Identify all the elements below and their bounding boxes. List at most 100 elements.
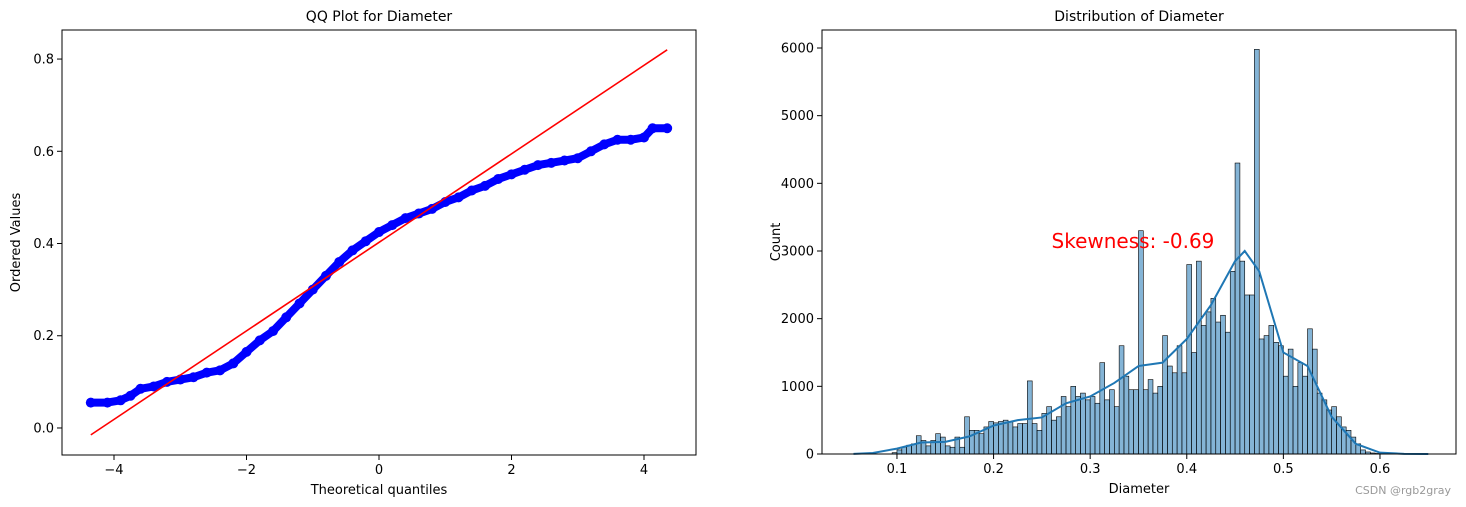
x-axis-label: Diameter bbox=[1109, 482, 1170, 497]
y-tick-label: 5000 bbox=[781, 109, 814, 124]
fit-line bbox=[90, 49, 668, 436]
qq-point bbox=[638, 132, 649, 143]
hist-bar bbox=[959, 446, 965, 455]
qq-point bbox=[125, 390, 136, 401]
qq-point bbox=[135, 383, 146, 394]
y-tick-label: 0.8 bbox=[33, 53, 54, 68]
qq-point bbox=[585, 146, 596, 157]
hist-bar bbox=[1249, 294, 1255, 455]
qq-point bbox=[254, 335, 265, 346]
hist-bar bbox=[1176, 345, 1183, 455]
qq-point bbox=[228, 358, 239, 369]
chart-title: Distribution of Diameter bbox=[1054, 9, 1224, 25]
hist-bar bbox=[1234, 162, 1241, 455]
hist-bar bbox=[1263, 335, 1270, 455]
hist-bar bbox=[1186, 264, 1192, 455]
qq-point bbox=[572, 153, 583, 164]
x-tick-label: 4 bbox=[640, 463, 648, 478]
x-tick-label: 0.1 bbox=[887, 462, 908, 477]
x-tick-label: 2 bbox=[507, 463, 515, 478]
hist-bar bbox=[935, 433, 941, 455]
hist-bar bbox=[1065, 406, 1072, 455]
hist-bar bbox=[1321, 399, 1328, 455]
qq-point bbox=[347, 245, 358, 256]
qq-point bbox=[85, 397, 96, 408]
x-tick-label: −2 bbox=[237, 463, 256, 478]
hist-bar bbox=[1094, 402, 1101, 455]
hist-bar bbox=[1215, 321, 1221, 455]
hist-bar bbox=[1118, 345, 1125, 455]
hist-bar bbox=[1360, 449, 1366, 455]
y-tick-label: 0.4 bbox=[33, 237, 54, 252]
hist-bar bbox=[1152, 392, 1159, 455]
hist-bar bbox=[1022, 423, 1028, 455]
hist-bar bbox=[1302, 375, 1308, 455]
hist-bar bbox=[1181, 372, 1188, 455]
x-tick-label: 0.4 bbox=[1176, 462, 1197, 477]
qq-point bbox=[599, 139, 610, 150]
hist-bar bbox=[1167, 365, 1173, 455]
hist-bar bbox=[1331, 406, 1337, 455]
hist-bar bbox=[1051, 419, 1057, 455]
x-tick-label: −4 bbox=[104, 463, 123, 478]
hist-bar bbox=[1147, 379, 1154, 455]
hist-bar bbox=[978, 433, 985, 455]
qq-point bbox=[493, 173, 504, 184]
qq-point bbox=[281, 312, 292, 323]
chart-title: QQ Plot for Diameter bbox=[306, 9, 453, 25]
qq-point bbox=[201, 367, 212, 378]
kde-line bbox=[853, 249, 1429, 455]
hist-bar bbox=[1041, 413, 1047, 455]
hist-bar bbox=[1273, 342, 1279, 455]
x-tick-label: 0.5 bbox=[1273, 462, 1294, 477]
hist-bar bbox=[1133, 389, 1139, 455]
qq-point bbox=[334, 256, 345, 267]
hist-bar bbox=[1056, 416, 1062, 455]
y-tick-label: 4000 bbox=[781, 177, 814, 192]
hist-bar bbox=[1287, 348, 1294, 455]
hist-bar bbox=[1220, 314, 1226, 455]
qq-point bbox=[625, 134, 636, 145]
hist-bar bbox=[1157, 386, 1163, 455]
hist-bar bbox=[1316, 392, 1323, 455]
hist-bar bbox=[1099, 362, 1105, 455]
y-tick-label: 0.2 bbox=[33, 329, 54, 344]
hist-bar bbox=[1200, 325, 1207, 455]
y-tick-label: 2000 bbox=[781, 312, 814, 327]
qq-point bbox=[115, 395, 126, 406]
x-tick-label: 0.6 bbox=[1370, 462, 1391, 477]
qq-point bbox=[148, 381, 159, 392]
hist-bar bbox=[1191, 352, 1197, 455]
hist-bar bbox=[1012, 426, 1019, 455]
hist-bar bbox=[1036, 430, 1043, 455]
qq-point bbox=[413, 208, 424, 219]
qq-point bbox=[387, 220, 398, 231]
qq-point bbox=[360, 236, 371, 247]
hist-bar bbox=[1205, 311, 1212, 455]
hist-bar bbox=[1210, 298, 1217, 455]
hist-bar bbox=[949, 446, 956, 455]
hist-bar bbox=[1171, 372, 1178, 455]
qq-point bbox=[215, 365, 226, 376]
hist-bar bbox=[1123, 375, 1130, 455]
qq-point bbox=[506, 169, 517, 180]
qq-point bbox=[268, 326, 279, 337]
hist-bar bbox=[1229, 270, 1236, 455]
hist-bar bbox=[915, 435, 922, 455]
hist-bar bbox=[1080, 392, 1086, 455]
qq-point bbox=[612, 134, 623, 145]
x-tick-label: 0.3 bbox=[1080, 462, 1101, 477]
skewness-annotation: Skewness: -0.69 bbox=[1052, 229, 1215, 253]
qq-point bbox=[532, 160, 543, 171]
qq-point bbox=[519, 164, 530, 175]
hist-bar bbox=[1292, 386, 1299, 455]
y-tick-label: 1000 bbox=[781, 380, 814, 395]
hist-bar bbox=[1070, 386, 1076, 455]
hist-bar bbox=[1254, 49, 1260, 455]
qq-point bbox=[453, 192, 464, 203]
hist-bar bbox=[1114, 406, 1120, 455]
watermark: CSDN @rgb2gray bbox=[1355, 484, 1451, 497]
axes-frame bbox=[61, 29, 697, 456]
y-tick-label: 0.6 bbox=[33, 145, 54, 160]
hist-bar bbox=[1268, 325, 1275, 455]
